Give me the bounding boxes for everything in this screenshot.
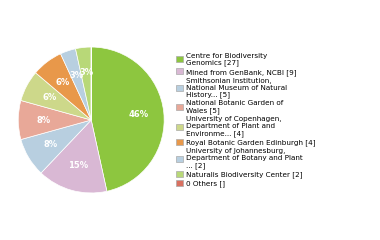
Text: 15%: 15%: [68, 161, 89, 170]
Text: 3%: 3%: [79, 68, 93, 77]
Text: 8%: 8%: [43, 140, 58, 149]
Wedge shape: [76, 47, 91, 120]
Text: 8%: 8%: [37, 115, 51, 125]
Wedge shape: [21, 73, 91, 120]
Text: 6%: 6%: [42, 93, 56, 102]
Wedge shape: [41, 120, 107, 193]
Wedge shape: [18, 101, 91, 139]
Wedge shape: [91, 47, 164, 191]
Wedge shape: [21, 120, 91, 173]
Text: 46%: 46%: [128, 110, 149, 119]
Text: 3%: 3%: [69, 71, 83, 79]
Legend: Centre for Biodiversity
Genomics [27], Mined from GenBank, NCBI [9], Smithsonian: Centre for Biodiversity Genomics [27], M…: [176, 53, 316, 187]
Text: 6%: 6%: [55, 78, 70, 87]
Wedge shape: [60, 49, 91, 120]
Wedge shape: [36, 54, 91, 120]
